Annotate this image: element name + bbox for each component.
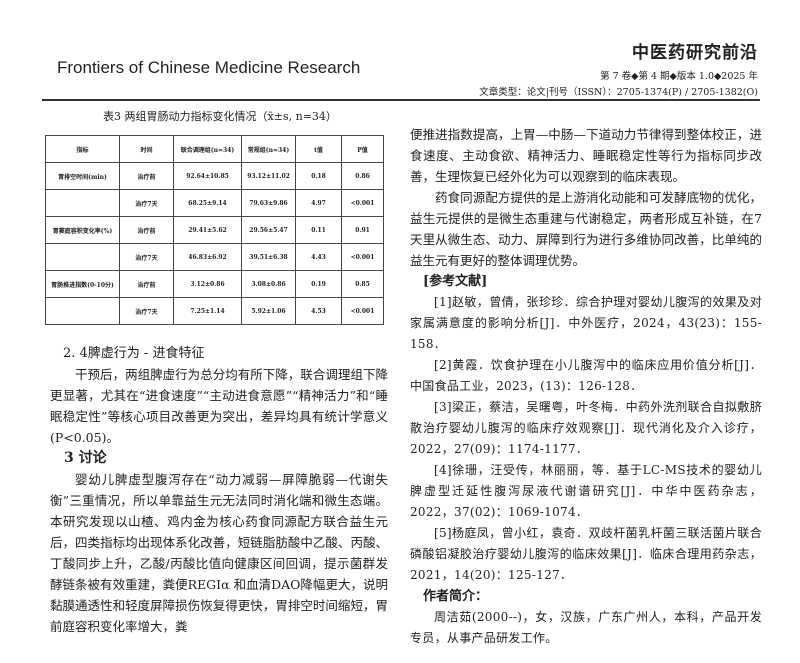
table-row: 胃肠推进指数(0-10分) 治疗前 3.12±0.86 3.08±0.86 0.19 0.… [45,270,384,298]
table-cell: 0.86 [341,162,384,190]
table-cell [45,189,120,217]
journal-title-en: Frontiers of Chinese Medicine Research [57,58,361,77]
table-cell: P值 [341,135,384,163]
reference-item: [3]梁正，蔡洁，吴曙粤，叶冬梅．中药外洗剂联合自拟敷脐散治疗婴幼儿腹泻的临床疗… [410,400,762,456]
header-divider [42,99,760,101]
table-cell: 4.43 [295,243,342,271]
section-heading: 2. 4脾虚行为 - 进食特征 [63,346,205,361]
author-heading: 作者简介： [423,589,489,604]
table-cell: 29.41±5.62 [173,216,242,244]
table-row: 治疗7天 46.83±6.92 39.51±6.38 4.43 <0.001 [45,243,384,271]
reference-item: [5]杨庭凤，曾小红，袁奇．双歧杆菌乳杆菌三联活菌片联合磷酸铝凝胶治疗婴幼儿腹泻… [410,526,762,582]
data-table: 指标 时间 联合调理组(n=34) 常规组(n=34) t值 P值 胃排空时间(min) 治疗… [45,135,384,325]
table-cell: t值 [295,135,342,163]
reference-item: [4]徐珊，汪受传，林丽丽，等．基于LC-MS技术的婴幼儿脾虚型迁延性腹泻尿液代… [410,463,762,519]
table-cell: 3.12±0.86 [173,270,242,298]
table-row: 指标 时间 联合调理组(n=34) 常规组(n=34) t值 P值 [45,135,384,163]
table-cell: 7.25±1.14 [173,297,242,325]
author-bio: 周洁茹(2000--)，女，汉族，广东广州人，本科，产品开发专员，从事产品研发工… [410,610,762,645]
table-cell: <0.001 [341,243,384,271]
table-cell [45,297,120,325]
table-cell: 0.18 [295,162,342,190]
paragraph: 便推进指数提高，上胃—中肠—下道动力节律得到整体校正，进食速度、主动食欲、精神活… [410,127,762,184]
table-cell: 治疗7天 [119,189,174,217]
table-cell: 3.08±0.86 [241,270,296,298]
table-cell: 治疗7天 [119,297,174,325]
table-cell: 治疗前 [119,162,174,190]
table-row: 治疗7天 7.25±1.14 5.92±1.06 4.53 <0.001 [45,297,384,325]
table-row: 胃排空时间(min) 治疗前 92.64±10.85 93.12±11.02 0.18 0… [45,162,384,190]
table-cell: 93.12±11.02 [241,162,296,190]
table-cell: <0.001 [341,189,384,217]
table-cell: 常规组(n=34) [241,135,296,163]
table-cell: 5.92±1.06 [241,297,296,325]
paragraph: 药食同源配方提供的是上游消化动能和可发酵底物的优化，益生元提供的是微生态重建与代… [410,190,762,268]
table-cell: 92.64±10.85 [173,162,242,190]
issn-info: 文章类型：论文|刊号（ISSN）：2705-1374(P) / 2705-138… [479,87,758,98]
table-cell: 指标 [45,135,120,163]
table-cell: 治疗前 [119,216,174,244]
table-cell: 4.97 [295,189,342,217]
table-cell: 0.19 [295,270,342,298]
table-cell: 29.56±5.47 [241,216,296,244]
table-row: 胃窦庭容积变化率(%) 治疗前 29.41±5.62 29.56±5.47 0.11 0.… [45,216,384,244]
issue-info: 第 7 卷◆第 4 期◆版本 1.0◆2025 年 [600,71,758,82]
table-cell: 胃窦庭容积变化率(%) [45,216,120,244]
table-cell [45,243,120,271]
table-cell: 胃肠推进指数(0-10分) [45,270,120,298]
table-cell: 0.11 [295,216,342,244]
table-cell: 39.51±6.38 [241,243,296,271]
table-cell: 4.53 [295,297,342,325]
right-column: 便推进指数提高，上胃—中肠—下道动力节律得到整体校正，进食速度、主动食欲、精神活… [410,124,762,649]
table-cell: 治疗前 [119,270,174,298]
table-cell: 时间 [119,135,174,163]
table-cell: <0.001 [341,297,384,325]
table-cell: 79.63±9.86 [241,189,296,217]
journal-title-cn: 中医药研究前沿 [632,43,758,63]
table-cell: 胃排空时间(min) [45,162,120,190]
reference-item: [1]赵敏，曾倩，张珍珍．综合护理对婴幼儿腹泻的效果及对家属满意度的影响分析[J… [410,295,762,351]
table-cell: 联合调理组(n=34) [173,135,242,163]
table-cell: 0.85 [341,270,384,298]
section-heading: 3 讨论 [64,450,107,466]
references-heading: [参考文献] [423,274,488,289]
table-cell: 治疗7天 [119,243,174,271]
left-column: 2. 4脾虚行为 - 进食特征 干预后，两组脾虚行为总分均有所下降，联合调理组下… [50,343,388,637]
table-cell: 0.91 [341,216,384,244]
reference-item: [2]黄霞．饮食护理在小儿腹泻中的临床应用价值分析[J]．中国食品工业，2023… [410,358,762,393]
table-title: 表3 两组胃肠动力指标变化情况（x̄±s, n=34） [103,110,337,123]
table-cell: 68.25±9.14 [173,189,242,217]
table-row: 治疗7天 68.25±9.14 79.63±9.86 4.97 <0.001 [45,189,384,217]
table-cell: 46.83±6.92 [173,243,242,271]
paragraph: 婴幼儿脾虚型腹泻存在“动力减弱—屏障脆弱—代谢失衡”三重情况，所以单靠益生元无法… [50,472,388,634]
paragraph: 干预后，两组脾虚行为总分均有所下降，联合调理组下降更显著，尤其在“进食速度”“主… [50,367,388,445]
